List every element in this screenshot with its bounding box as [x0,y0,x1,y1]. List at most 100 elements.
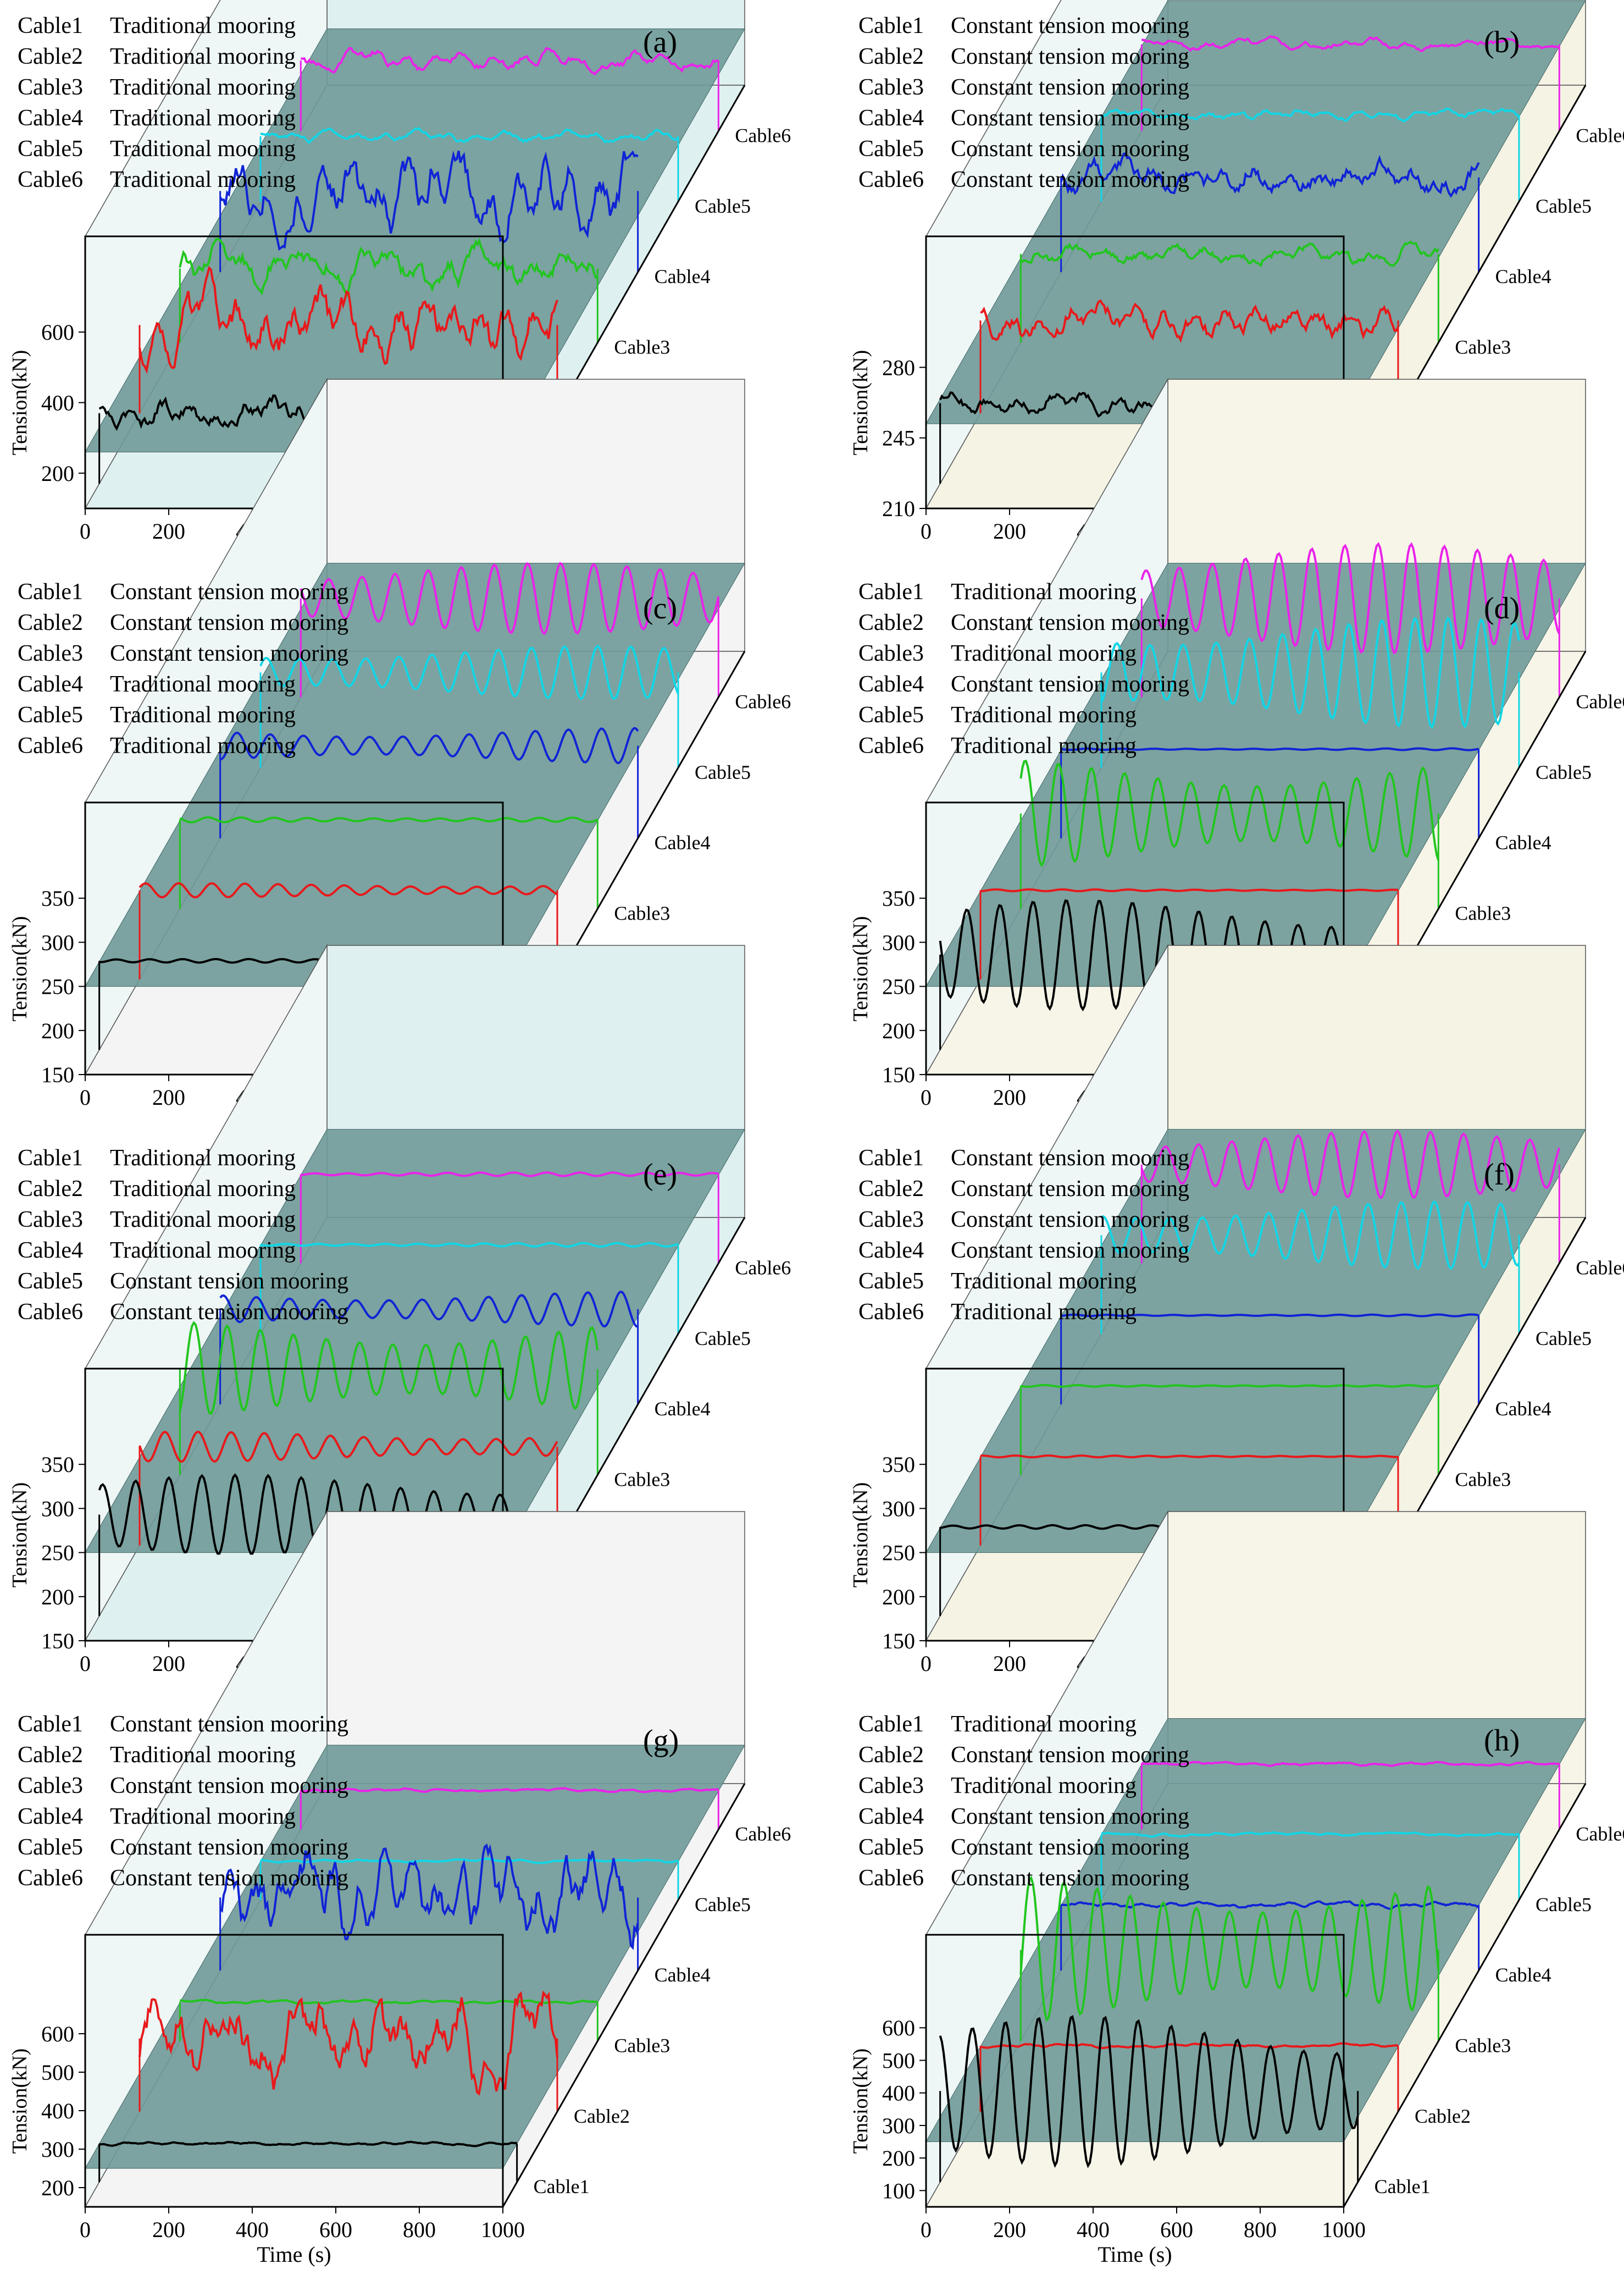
legend-mooring-type: Constant tension mooring [951,1742,1189,1768]
cable-axis-label: Cable4 [655,832,711,854]
legend-mooring-type: Traditional mooring [110,672,296,697]
legend-mooring-type: Constant tension mooring [951,44,1189,69]
legend-mooring-type: Traditional mooring [110,1804,296,1829]
legend-cable-name: Cable3 [18,1773,83,1798]
panel-label: (c) [643,591,677,626]
legend-cable-name: Cable4 [858,106,924,131]
series-line-cable4 [220,727,639,765]
x-tick-label: 200 [152,1651,185,1676]
x-tick-label: 800 [1244,2217,1277,2242]
mean-tension-plane [925,1718,1586,2143]
cable-axis-label: Cable1 [534,2176,590,2198]
legend-cable-name: Cable3 [858,75,924,100]
front-frame [925,1934,1345,2208]
cable-axis-label: Cable5 [695,1894,751,1916]
series-line-cable2 [138,882,558,899]
legend-cable-name: Cable5 [858,1835,924,1860]
panel-e: Cable6 Cable5 Cable4 Cable3 Cable2 Cable1 0 200… [8,944,791,1701]
cable-axis-label: Cable4 [1495,1398,1551,1420]
cable-axis-label: Cable2 [574,2105,630,2127]
legend-cable-name: Cable3 [18,75,83,100]
cable-axis-label: Cable4 [655,1964,711,1986]
legend-mooring-type: Traditional mooring [951,733,1137,759]
legend-mooring-type: Traditional mooring [951,702,1137,728]
cable-axis-label: Cable6 [735,690,791,712]
legend-cable-name: Cable5 [858,1269,924,1294]
y-tick-label: 150 [882,1062,915,1087]
legend-cable-name: Cable4 [18,1238,83,1263]
x-axis-title: Time (s) [1098,2242,1172,2267]
legend-cable-name: Cable2 [18,1176,83,1202]
legend-mooring-type: Constant tension mooring [110,1712,348,1737]
x-tick-label: 0 [80,519,91,544]
legend-cable-name: Cable4 [18,672,83,697]
series-line-cable3 [1020,1383,1439,1388]
series-line-cable5 [1101,107,1520,123]
x-tick-label: 1000 [1322,2217,1366,2242]
y-axis-title: Tension(kN) [849,350,872,456]
legend-mooring-type: Traditional mooring [110,106,296,131]
legend-cable-name: Cable2 [858,44,924,69]
cable-axis-label: Cable6 [1576,124,1624,146]
panel-label: (f) [1484,1158,1515,1192]
y-tick-label: 280 [882,355,915,380]
x-tick-label: 200 [152,519,185,544]
x-tick-label: 200 [993,1651,1026,1676]
legend-cable-name: Cable5 [858,702,924,728]
cable-axis-label: Cable3 [1455,902,1511,924]
cable-axis-label: Cable2 [1415,2105,1471,2127]
y-tick-label: 200 [41,1585,74,1609]
series-line-cable3 [179,237,598,297]
back-wall [326,1511,745,1784]
legend-mooring-type: Constant tension mooring [951,1207,1189,1232]
y-axis-title: Tension(kN) [849,916,872,1022]
x-tick-label: 0 [921,1085,932,1110]
series-line-cable3 [179,1321,599,1415]
y-tick-label: 400 [882,2081,915,2106]
legend-mooring-type: Constant tension mooring [110,579,348,605]
legend-mooring-type: Traditional mooring [110,75,296,100]
legend-cable-name: Cable1 [858,579,924,605]
cable-axis-label: Cable3 [1455,1468,1511,1490]
x-tick-label: 0 [80,1651,91,1676]
series-line-cable2 [980,2042,1399,2049]
legend-cable-name: Cable6 [858,1866,924,1891]
series-line-cable3 [1020,240,1439,268]
legend-mooring-type: Traditional mooring [110,136,296,162]
y-tick-label: 600 [882,2016,915,2040]
y-tick-label: 200 [41,461,74,486]
series-line-cable4 [1061,1900,1479,1910]
legend-cable-name: Cable6 [18,1866,83,1891]
legend-cable-name: Cable6 [858,733,924,759]
panel-b: Cable6 Cable5 Cable4 Cable3 Cable2 Cable1 0 200… [849,0,1624,568]
x-tick-label: 400 [1077,2217,1110,2242]
cable-axis-label: Cable4 [1495,1964,1551,1986]
cable-axis-label: Cable1 [1374,2176,1431,2198]
cable-axis-label: Cable3 [1455,2034,1511,2056]
series-line-cable5 [1101,1831,1520,1838]
legend-cable-name: Cable4 [858,1804,924,1829]
x-tick-label: 800 [403,2217,436,2242]
cable-axis-label: Cable4 [1495,265,1551,287]
series-line-cable4 [1060,152,1480,198]
panel-f: Cable6 Cable5 Cable4 Cable3 Cable2 Cable1 0 200… [849,944,1624,1701]
series-line-cable4 [219,1290,639,1328]
legend-cable-name: Cable1 [858,1712,924,1737]
series-line-cable6 [1141,35,1560,53]
series-line-cable2 [138,1990,558,2096]
legend-mooring-type: Constant tension mooring [951,106,1189,131]
x-tick-label: 200 [152,1085,185,1110]
x-tick-label: 200 [152,2217,185,2242]
cable-axis-label: Cable4 [1495,832,1551,854]
legend-mooring-type: Traditional mooring [110,1145,296,1171]
legend-mooring-type: Traditional mooring [110,167,296,192]
legend-mooring-type: Traditional mooring [110,1176,296,1202]
x-tick-label: 0 [80,2217,91,2242]
cable-axis-label: Cable3 [614,336,670,358]
y-tick-label: 150 [41,1629,74,1653]
legend-mooring-type: Constant tension mooring [110,1835,348,1860]
series-line-cable5 [259,645,679,700]
legend-mooring-type: Constant tension mooring [951,167,1189,192]
x-tick-label: 400 [236,2217,269,2242]
